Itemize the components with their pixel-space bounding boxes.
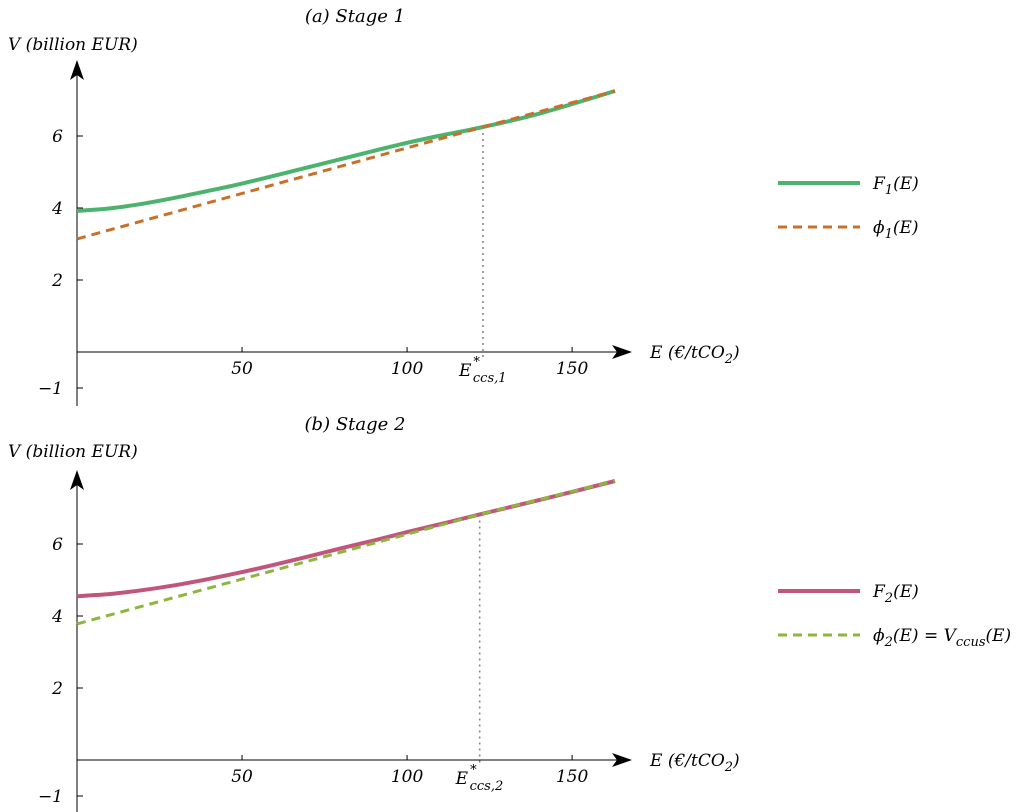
chart-title: (b) Stage 2 — [305, 414, 406, 435]
series-line-phi — [76, 479, 616, 626]
y-tick-label: 2 — [51, 679, 63, 699]
x-axis-arrow — [612, 753, 632, 767]
x-tick-label: 50 — [231, 767, 253, 787]
x-axis-label: E (€/tCO2) — [649, 751, 740, 775]
panel-stage-1: (a) Stage 1 V (billion EUR) E (€/tCO2) −1 2 4… — [8, 6, 919, 406]
chart-title: (a) Stage 1 — [305, 6, 405, 27]
x-tick-label: 50 — [231, 359, 253, 379]
y-tick-label: 4 — [51, 199, 63, 219]
legend-label: F2(E) — [872, 582, 919, 606]
x-tick-label: 100 — [391, 359, 424, 379]
y-axis-label: V (billion EUR) — [8, 442, 138, 462]
x-tick-label: 150 — [556, 359, 589, 379]
y-tick-label: 4 — [51, 607, 63, 627]
y-axis-label: V (billion EUR) — [8, 35, 138, 55]
y-tick-label: 2 — [51, 271, 63, 291]
series-line-phi — [76, 89, 616, 241]
x-tick-label: 100 — [391, 767, 424, 787]
series-line-F — [76, 479, 616, 599]
y-tick-label: 6 — [52, 535, 63, 555]
legend-label: F1(E) — [872, 174, 919, 198]
panel-stage-2: (b) Stage 2 V (billion EUR) E (€/tCO2) −1 2 4… — [8, 414, 1011, 812]
legend-label: ϕ2(E) = Vccus(E) — [873, 626, 1011, 650]
y-axis-arrow — [70, 470, 84, 490]
y-tick-label: −1 — [38, 379, 63, 399]
x-axis-arrow — [612, 345, 632, 359]
y-tick-label: −1 — [38, 787, 63, 807]
legend-label: ϕ1(E) — [873, 218, 919, 242]
threshold-label: E * ccs,2 — [455, 763, 504, 794]
y-axis-arrow — [70, 60, 84, 80]
series-line-F — [76, 89, 616, 213]
y-tick-label: 6 — [52, 127, 63, 147]
x-tick-label: 150 — [556, 767, 589, 787]
threshold-label: E * ccs,1 — [458, 355, 507, 386]
x-axis-label: E (€/tCO2) — [649, 343, 740, 367]
